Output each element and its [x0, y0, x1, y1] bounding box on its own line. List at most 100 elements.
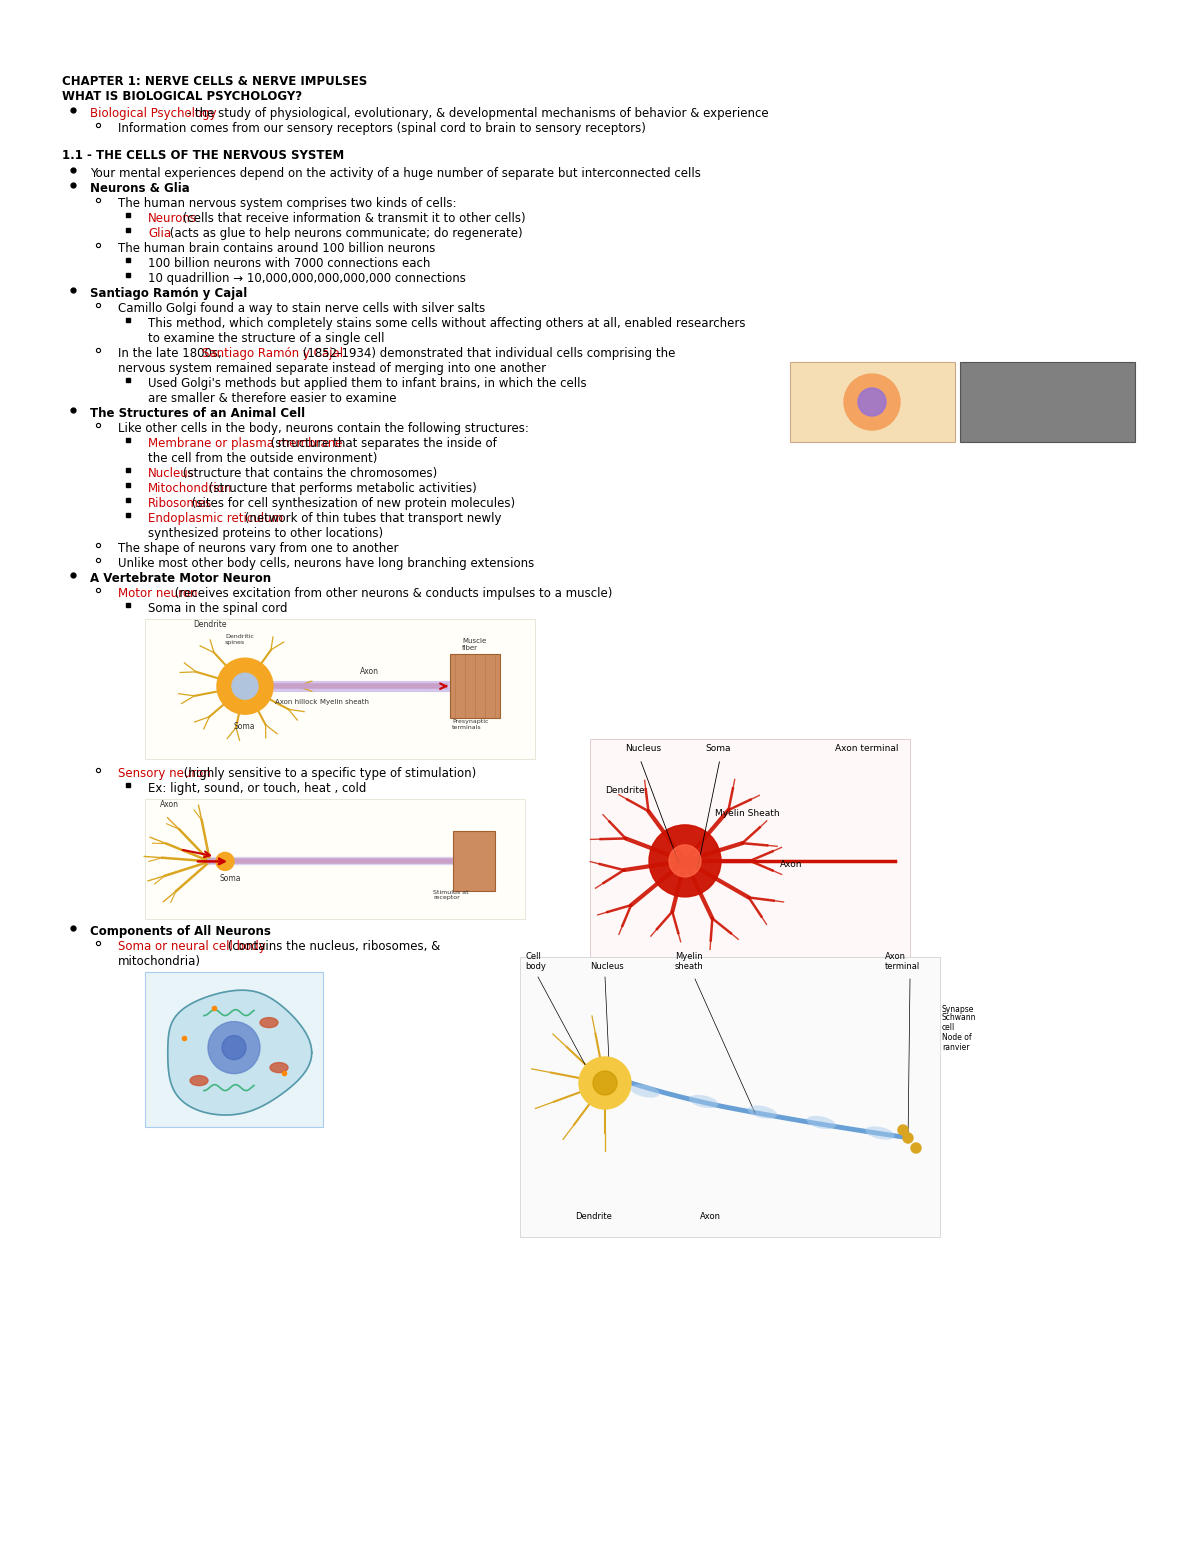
Text: Myelin Sheath: Myelin Sheath [715, 809, 780, 818]
Text: Information comes from our sensory receptors (spinal cord to brain to sensory re: Information comes from our sensory recep… [118, 123, 646, 135]
Text: Like other cells in the body, neurons contain the following structures:: Like other cells in the body, neurons co… [118, 422, 529, 435]
Text: Axon hillock: Axon hillock [275, 699, 317, 705]
Text: Ex: light, sound, or touch, heat , cold: Ex: light, sound, or touch, heat , cold [148, 783, 366, 795]
Text: Nucleus: Nucleus [148, 467, 194, 480]
Text: (structure that separates the inside of: (structure that separates the inside of [268, 436, 497, 450]
Text: Muscle
fiber: Muscle fiber [462, 638, 486, 651]
Ellipse shape [806, 1117, 836, 1129]
FancyBboxPatch shape [790, 362, 955, 443]
Text: Myelin sheath: Myelin sheath [320, 699, 370, 705]
Text: (1852-1934) demonstrated that individual cells comprising the: (1852-1934) demonstrated that individual… [299, 346, 676, 360]
Ellipse shape [630, 1084, 660, 1098]
Text: 1.1 - THE CELLS OF THE NERVOUS SYSTEM: 1.1 - THE CELLS OF THE NERVOUS SYSTEM [62, 149, 344, 162]
Text: the cell from the outside environment): the cell from the outside environment) [148, 452, 377, 464]
FancyBboxPatch shape [590, 739, 910, 969]
Text: Santiago Ramón y Cajal: Santiago Ramón y Cajal [202, 346, 343, 360]
Text: - the study of physiological, evolutionary, & developmental mechanisms of behavi: - the study of physiological, evolutiona… [182, 107, 768, 120]
Ellipse shape [865, 1126, 895, 1140]
Circle shape [208, 1022, 260, 1073]
Text: (network of thin tubes that transport newly: (network of thin tubes that transport ne… [241, 512, 502, 525]
Ellipse shape [270, 1062, 288, 1073]
Text: Axon: Axon [360, 668, 379, 676]
Text: Dendrite: Dendrite [605, 786, 644, 795]
Circle shape [216, 853, 234, 870]
Text: Soma in the spinal cord: Soma in the spinal cord [148, 603, 288, 615]
FancyBboxPatch shape [145, 972, 323, 1127]
Text: CHAPTER 1: NERVE CELLS & NERVE IMPULSES: CHAPTER 1: NERVE CELLS & NERVE IMPULSES [62, 75, 367, 89]
Text: Soma or neural cell body: Soma or neural cell body [118, 940, 265, 954]
Text: Nucleus: Nucleus [590, 961, 624, 971]
Circle shape [898, 1124, 908, 1135]
Text: (cells that receive information & transmit it to other cells): (cells that receive information & transm… [179, 213, 526, 225]
Text: (receives excitation from other neurons & conducts impulses to a muscle): (receives excitation from other neurons … [172, 587, 612, 599]
Text: Cell
body: Cell body [526, 952, 546, 971]
Text: Dendritic
spines: Dendritic spines [226, 634, 254, 644]
Text: Axon terminal: Axon terminal [835, 744, 899, 753]
Circle shape [580, 1058, 631, 1109]
Text: nervous system remained separate instead of merging into one another: nervous system remained separate instead… [118, 362, 546, 374]
FancyBboxPatch shape [145, 620, 535, 759]
Text: Soma: Soma [706, 744, 731, 753]
Polygon shape [168, 991, 312, 1115]
FancyBboxPatch shape [960, 362, 1135, 443]
Text: Schwann
cell: Schwann cell [942, 1013, 977, 1033]
Text: This method, which completely stains some cells without affecting others at all,: This method, which completely stains som… [148, 317, 745, 329]
Text: Axon: Axon [700, 1211, 721, 1221]
FancyBboxPatch shape [520, 957, 940, 1238]
Text: Motor neuron: Motor neuron [118, 587, 198, 599]
Text: (contains the nucleus, ribosomes, &: (contains the nucleus, ribosomes, & [224, 940, 440, 954]
Text: Your mental experiences depend on the activity of a huge number of separate but : Your mental experiences depend on the ac… [90, 168, 701, 180]
Text: The Structures of an Animal Cell: The Structures of an Animal Cell [90, 407, 305, 419]
Text: Axon: Axon [160, 800, 179, 809]
Text: (structure that contains the chromosomes): (structure that contains the chromosomes… [179, 467, 437, 480]
Circle shape [232, 672, 258, 699]
Text: Santiago Ramón y Cajal: Santiago Ramón y Cajal [90, 287, 247, 300]
Text: (acts as glue to help neurons communicate; do regenerate): (acts as glue to help neurons communicat… [166, 227, 522, 241]
Bar [450, 654, 500, 717]
Circle shape [670, 845, 701, 877]
Text: Mitochondrion: Mitochondrion [148, 481, 233, 495]
Text: Soma: Soma [220, 874, 241, 884]
Text: Soma: Soma [233, 722, 254, 731]
Text: Synapse: Synapse [942, 1005, 974, 1014]
Circle shape [649, 825, 721, 898]
Text: In the late 1800s,: In the late 1800s, [118, 346, 226, 360]
Text: Dendrite: Dendrite [575, 1211, 612, 1221]
Ellipse shape [748, 1106, 778, 1118]
Circle shape [904, 1134, 913, 1143]
Text: Dendrite: Dendrite [193, 620, 227, 629]
Text: Biological Psychology: Biological Psychology [90, 107, 217, 120]
Text: The human brain contains around 100 billion neurons: The human brain contains around 100 bill… [118, 242, 436, 255]
Text: Sensory neuron: Sensory neuron [118, 767, 211, 780]
Text: (structure that performs metabolic activities): (structure that performs metabolic activ… [205, 481, 478, 495]
Text: The shape of neurons vary from one to another: The shape of neurons vary from one to an… [118, 542, 398, 554]
Text: (highly sensitive to a specific type of stimulation): (highly sensitive to a specific type of … [180, 767, 476, 780]
Text: 10 quadrillion → 10,000,000,000,000,000 connections: 10 quadrillion → 10,000,000,000,000,000 … [148, 272, 466, 286]
Text: Endoplasmic reticulum: Endoplasmic reticulum [148, 512, 283, 525]
Text: Neurons: Neurons [148, 213, 197, 225]
Circle shape [222, 1036, 246, 1059]
Text: (sites for cell synthesization of new protein molecules): (sites for cell synthesization of new pr… [187, 497, 515, 509]
Text: Neurons & Glia: Neurons & Glia [90, 182, 190, 196]
Text: are smaller & therefore easier to examine: are smaller & therefore easier to examin… [148, 391, 396, 405]
FancyBboxPatch shape [145, 798, 526, 919]
Ellipse shape [190, 1076, 208, 1086]
Text: Nucleus: Nucleus [625, 744, 661, 753]
Circle shape [593, 1072, 617, 1095]
Text: Membrane or plasma membrane: Membrane or plasma membrane [148, 436, 342, 450]
Text: synthesized proteins to other locations): synthesized proteins to other locations) [148, 526, 383, 540]
Text: mitochondria): mitochondria) [118, 955, 202, 968]
Ellipse shape [689, 1095, 719, 1109]
Text: WHAT IS BIOLOGICAL PSYCHOLOGY?: WHAT IS BIOLOGICAL PSYCHOLOGY? [62, 90, 302, 102]
Ellipse shape [260, 1017, 278, 1028]
Circle shape [844, 374, 900, 430]
Text: Axon
terminal: Axon terminal [886, 952, 920, 971]
Text: Unlike most other body cells, neurons have long branching extensions: Unlike most other body cells, neurons ha… [118, 558, 534, 570]
Text: Node of
ranvier: Node of ranvier [942, 1033, 972, 1051]
Text: Used Golgi's methods but applied them to infant brains, in which the cells: Used Golgi's methods but applied them to… [148, 377, 587, 390]
Text: to examine the structure of a single cell: to examine the structure of a single cel… [148, 332, 384, 345]
Text: A Vertebrate Motor Neuron: A Vertebrate Motor Neuron [90, 572, 271, 585]
Circle shape [858, 388, 886, 416]
Circle shape [217, 658, 274, 714]
Text: Myelin
sheath: Myelin sheath [674, 952, 703, 971]
